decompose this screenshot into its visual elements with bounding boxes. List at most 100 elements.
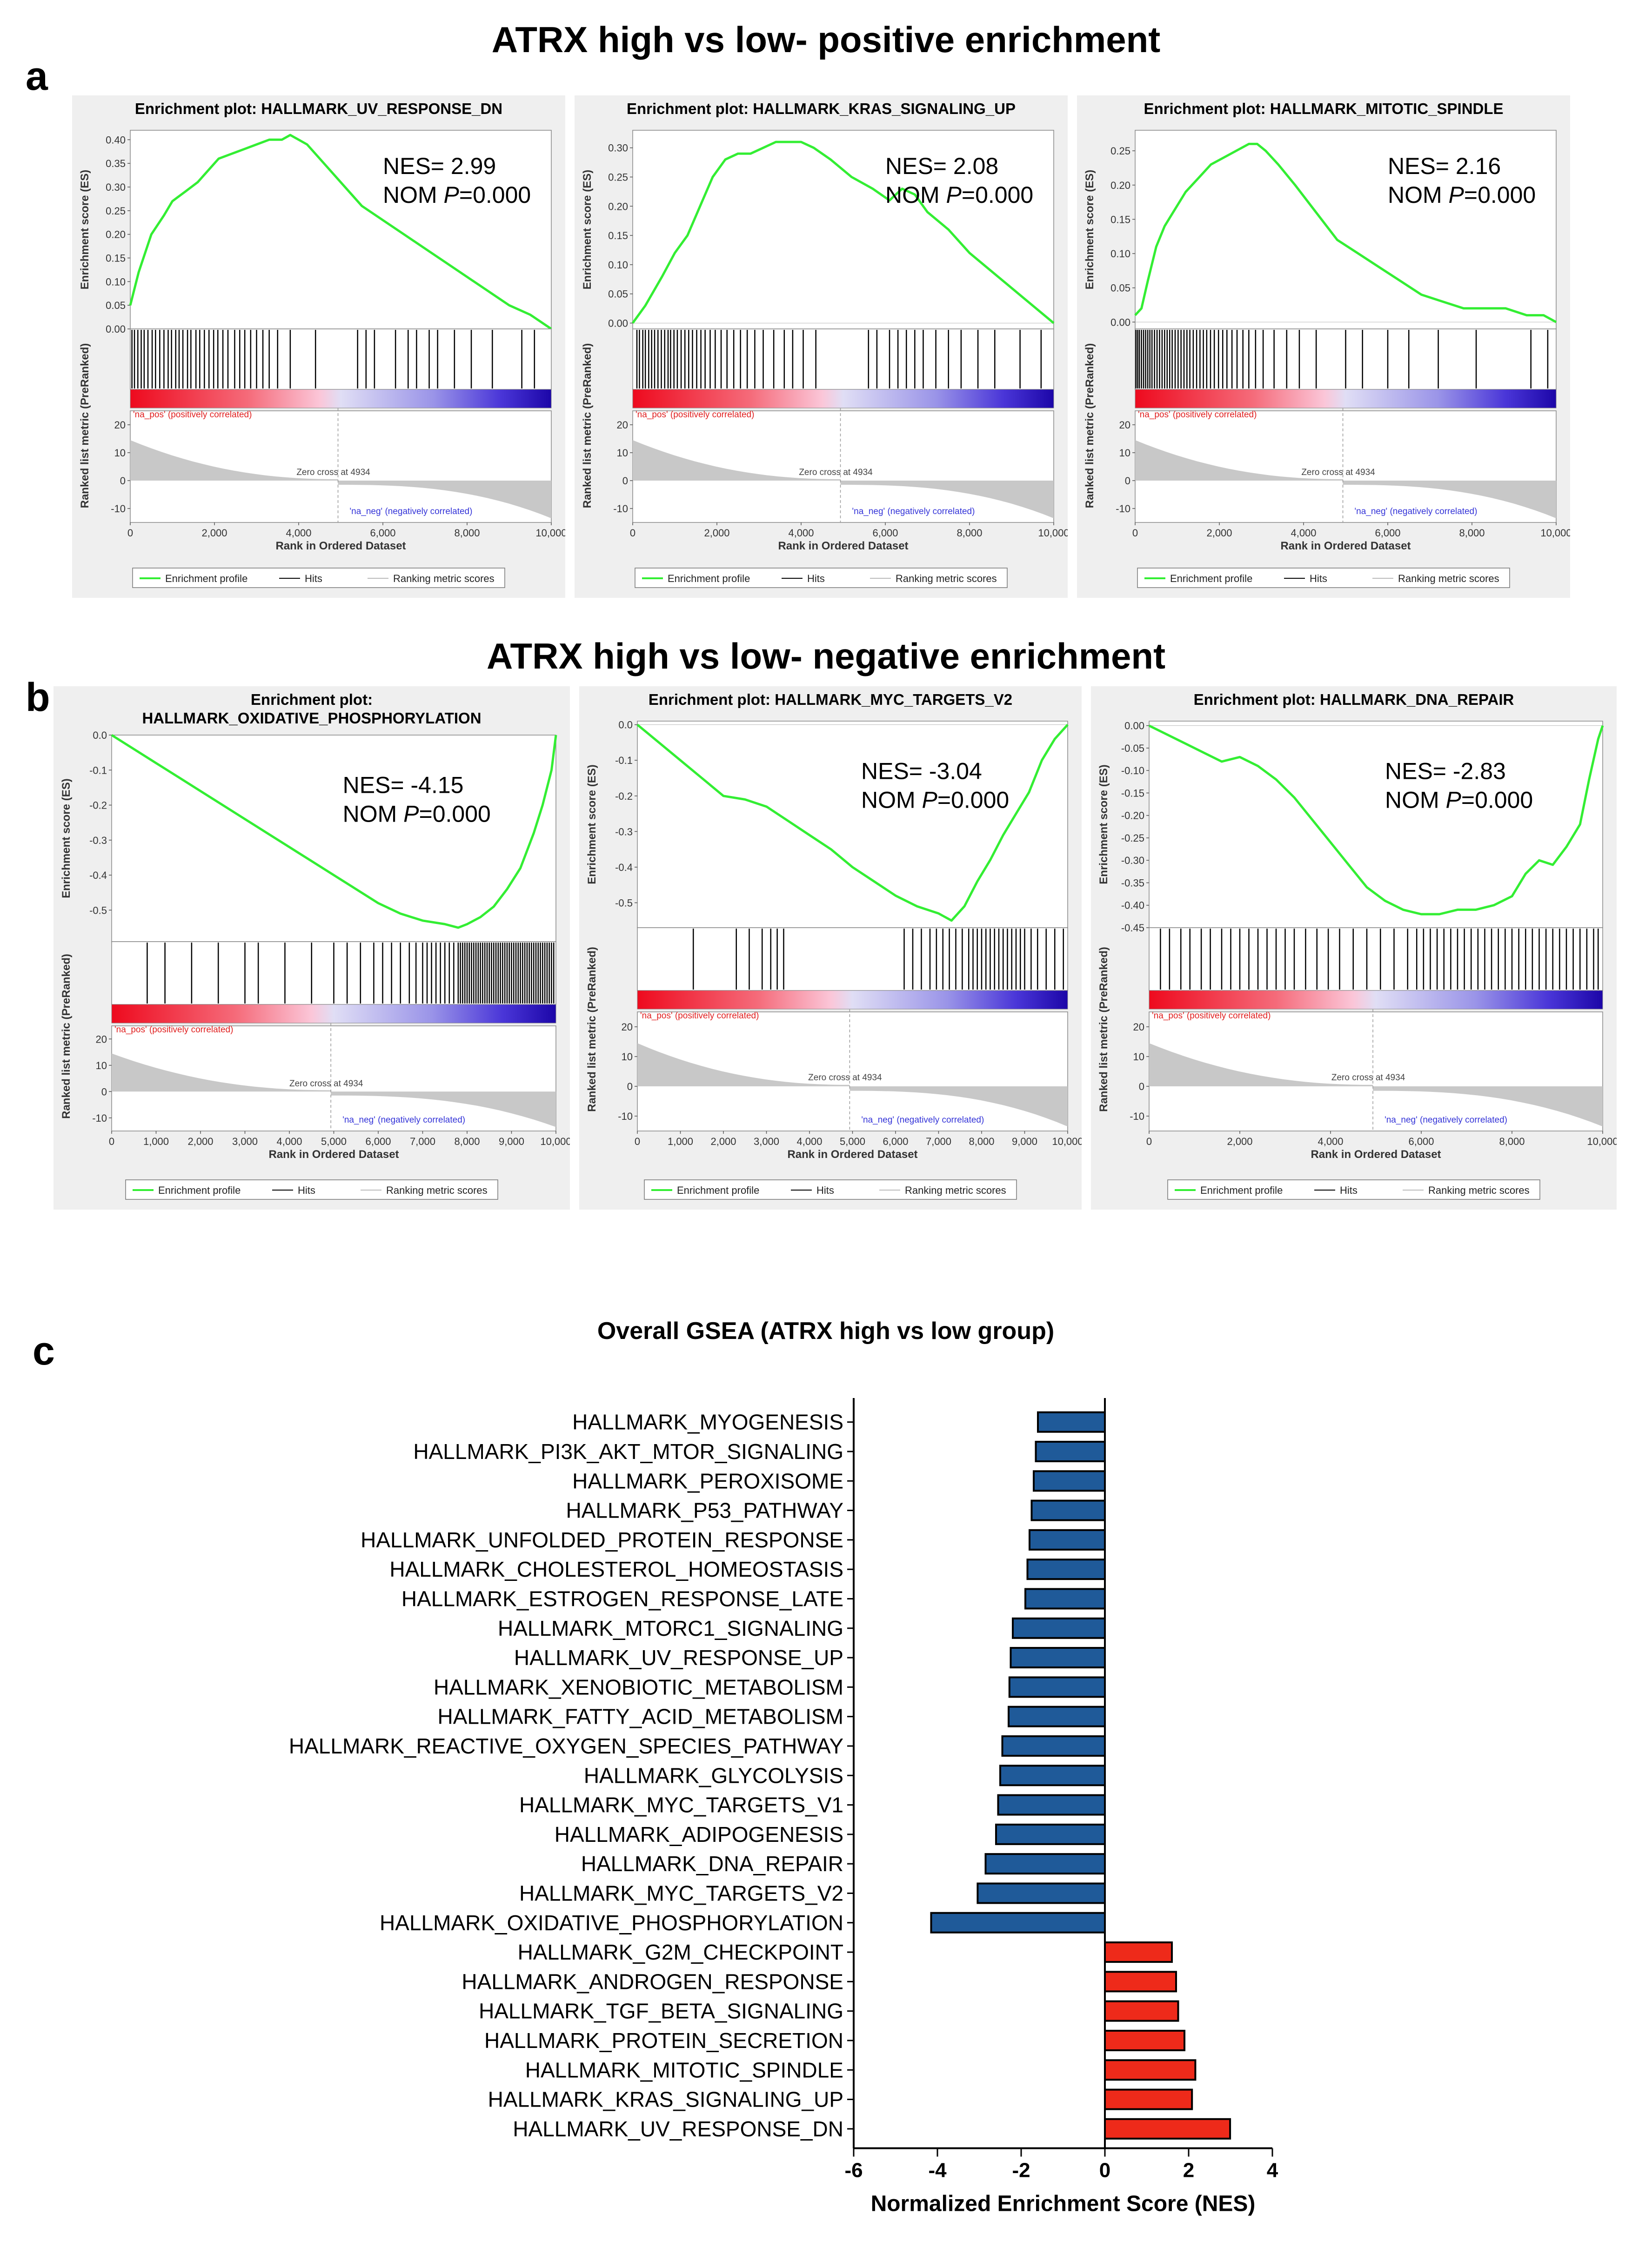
xtick-label: 10,000 bbox=[1038, 527, 1068, 539]
section-b-title: ATRX high vs low- negative enrichment bbox=[486, 636, 1166, 676]
metric-ytick-label: 0 bbox=[622, 475, 628, 487]
legend-ranking-metric: Ranking metric scores bbox=[386, 1184, 488, 1196]
bar-category-label: HALLMARK_FATTY_ACID_METABOLISM bbox=[437, 1705, 843, 1729]
xtick-label: 8,000 bbox=[956, 527, 982, 539]
es-plot-area bbox=[632, 130, 1054, 329]
legend-ranking-metric: Ranking metric scores bbox=[1398, 573, 1499, 584]
es-ytick-label: 0.15 bbox=[106, 253, 126, 264]
es-ytick-label: -0.25 bbox=[1121, 832, 1144, 844]
nes-value: NES= -4.15 bbox=[343, 772, 464, 798]
xtick-label: 9,000 bbox=[499, 1136, 524, 1147]
xtick-label: 7,000 bbox=[926, 1136, 951, 1147]
metric-ylabel: Ranked list metric (PreRanked) bbox=[1083, 343, 1096, 509]
metric-positive-fill bbox=[1135, 440, 1343, 481]
es-ytick-label: 0.05 bbox=[608, 288, 628, 300]
nom-p-value: NOM P=0.000 bbox=[861, 787, 1009, 813]
neg-corr-label: 'na_neg' (negatively correlated) bbox=[342, 1115, 465, 1125]
legend-enrichment-profile: Enrichment profile bbox=[1170, 573, 1252, 584]
es-ytick-label: 0.25 bbox=[106, 205, 126, 217]
metric-ytick-label: 0 bbox=[627, 1081, 633, 1092]
xtick-label: 10,000 bbox=[1052, 1136, 1082, 1147]
bar-category-label: HALLMARK_MYOGENESIS bbox=[572, 1410, 843, 1434]
es-ylabel: Enrichment score (ES) bbox=[1097, 764, 1110, 884]
metric-ylabel: Ranked list metric (PreRanked) bbox=[1097, 947, 1110, 1112]
xlabel: Rank in Ordered Dataset bbox=[1280, 540, 1411, 552]
nom-p-value: NOM P=0.000 bbox=[383, 182, 531, 208]
xtick-label: 6,000 bbox=[365, 1136, 391, 1147]
metric-ylabel: Ranked list metric (PreRanked) bbox=[60, 954, 73, 1119]
es-ytick-label: 0.00 bbox=[1110, 316, 1130, 328]
xtick-label: 6,000 bbox=[1408, 1136, 1434, 1147]
legend-box bbox=[1167, 1179, 1540, 1200]
xtick-label: 4,000 bbox=[1318, 1136, 1343, 1147]
bar-category-label: HALLMARK_MYC_TARGETS_V1 bbox=[519, 1793, 843, 1817]
es-ytick-label: 0.20 bbox=[608, 201, 628, 212]
xtick-label: 10,000 bbox=[540, 1136, 570, 1147]
es-ytick-label: 0.15 bbox=[608, 230, 628, 241]
bar-xtick-label: 0 bbox=[1099, 2159, 1110, 2182]
nes-bar bbox=[976, 1882, 1106, 1904]
gsea-svg: Enrichment plot: HALLMARK_DNA_REPAIR 0.00… bbox=[1097, 691, 1619, 1200]
metric-positive-fill bbox=[637, 1043, 850, 1086]
metric-ytick-label: 10 bbox=[114, 447, 126, 459]
nom-p-value: NOM P=0.000 bbox=[885, 182, 1033, 208]
legend-ranking-metric: Ranking metric scores bbox=[393, 573, 495, 584]
zero-cross-label: Zero cross at 4934 bbox=[289, 1079, 363, 1089]
section-a-title: ATRX high vs low- positive enrichment bbox=[491, 19, 1161, 60]
bar-category-label: HALLMARK_XENOBIOTIC_METABOLISM bbox=[434, 1675, 843, 1699]
xtick-label: 6,000 bbox=[370, 527, 395, 539]
bar-xlabel: Normalized Enrichment Score (NES) bbox=[871, 2192, 1256, 2216]
legend-hits: Hits bbox=[1310, 573, 1327, 584]
metric-ytick-label: 0 bbox=[120, 475, 126, 487]
metric-ytick-label: 20 bbox=[96, 1033, 107, 1045]
xtick-label: 1,000 bbox=[143, 1136, 169, 1147]
xtick-label: 4,000 bbox=[788, 527, 814, 539]
es-ytick-label: 0.35 bbox=[106, 158, 126, 169]
xtick-label: 8,000 bbox=[1459, 527, 1485, 539]
es-ytick-label: 0.40 bbox=[106, 134, 126, 146]
es-ytick-label: -0.4 bbox=[615, 862, 633, 873]
nes-bar bbox=[999, 1765, 1106, 1787]
pos-corr-label: 'na_pos' (positively correlated) bbox=[1152, 1011, 1271, 1021]
panel-c-letter: c bbox=[33, 1329, 55, 1373]
nes-bar bbox=[1104, 1971, 1177, 1993]
es-curve bbox=[129, 134, 552, 330]
es-ylabel: Enrichment score (ES) bbox=[60, 778, 73, 898]
es-ytick-label: 0.0 bbox=[618, 719, 633, 731]
gsea-title: Enrichment plot: HALLMARK_DNA_REPAIR bbox=[1194, 691, 1514, 708]
metric-ylabel: Ranked list metric (PreRanked) bbox=[581, 343, 594, 509]
metric-ytick-label: -10 bbox=[613, 503, 628, 515]
xtick-label: 10,000 bbox=[535, 527, 565, 539]
es-ytick-label: -0.10 bbox=[1121, 765, 1144, 776]
xtick-label: 0 bbox=[109, 1136, 114, 1147]
bar-category-label: HALLMARK_TGF_BETA_SIGNALING bbox=[479, 1999, 843, 2023]
rank-heat-bar bbox=[111, 1004, 556, 1024]
nom-p-value: NOM P=0.000 bbox=[1388, 182, 1536, 208]
es-ytick-label: -0.2 bbox=[89, 800, 107, 811]
xtick-label: 10,000 bbox=[1540, 527, 1570, 539]
xtick-label: 4,000 bbox=[1291, 527, 1316, 539]
bar-xtick-label: 4 bbox=[1267, 2159, 1278, 2182]
xtick-label: 4,000 bbox=[286, 527, 311, 539]
nes-bar bbox=[997, 1794, 1106, 1816]
es-ytick-label: 0.30 bbox=[608, 142, 628, 154]
es-ytick-label: -0.4 bbox=[89, 870, 107, 881]
nes-bar bbox=[1104, 2000, 1179, 2022]
metric-negative-fill bbox=[840, 481, 1054, 518]
metric-negative-fill bbox=[849, 1086, 1068, 1127]
nes-value: NES= 2.99 bbox=[383, 153, 496, 179]
es-curve bbox=[1148, 724, 1604, 916]
neg-corr-label: 'na_neg' (negatively correlated) bbox=[1384, 1115, 1507, 1125]
nes-bar bbox=[1010, 1647, 1106, 1669]
es-ytick-label: 0.00 bbox=[1124, 720, 1144, 732]
pos-corr-label: 'na_pos' (positively correlated) bbox=[640, 1011, 759, 1021]
xtick-label: 6,000 bbox=[872, 527, 898, 539]
zero-cross-label: Zero cross at 4934 bbox=[1301, 468, 1375, 477]
es-plot-area bbox=[111, 735, 556, 942]
xtick-label: 4,000 bbox=[796, 1136, 822, 1147]
xtick-label: 8,000 bbox=[969, 1136, 994, 1147]
gsea-panel-kras-signaling-up: Enrichment plot: HALLMARK_KRAS_SIGNALING… bbox=[575, 95, 1070, 598]
nes-bar bbox=[1029, 1529, 1106, 1551]
xlabel: Rank in Ordered Dataset bbox=[268, 1148, 399, 1161]
metric-positive-fill bbox=[112, 1053, 331, 1092]
